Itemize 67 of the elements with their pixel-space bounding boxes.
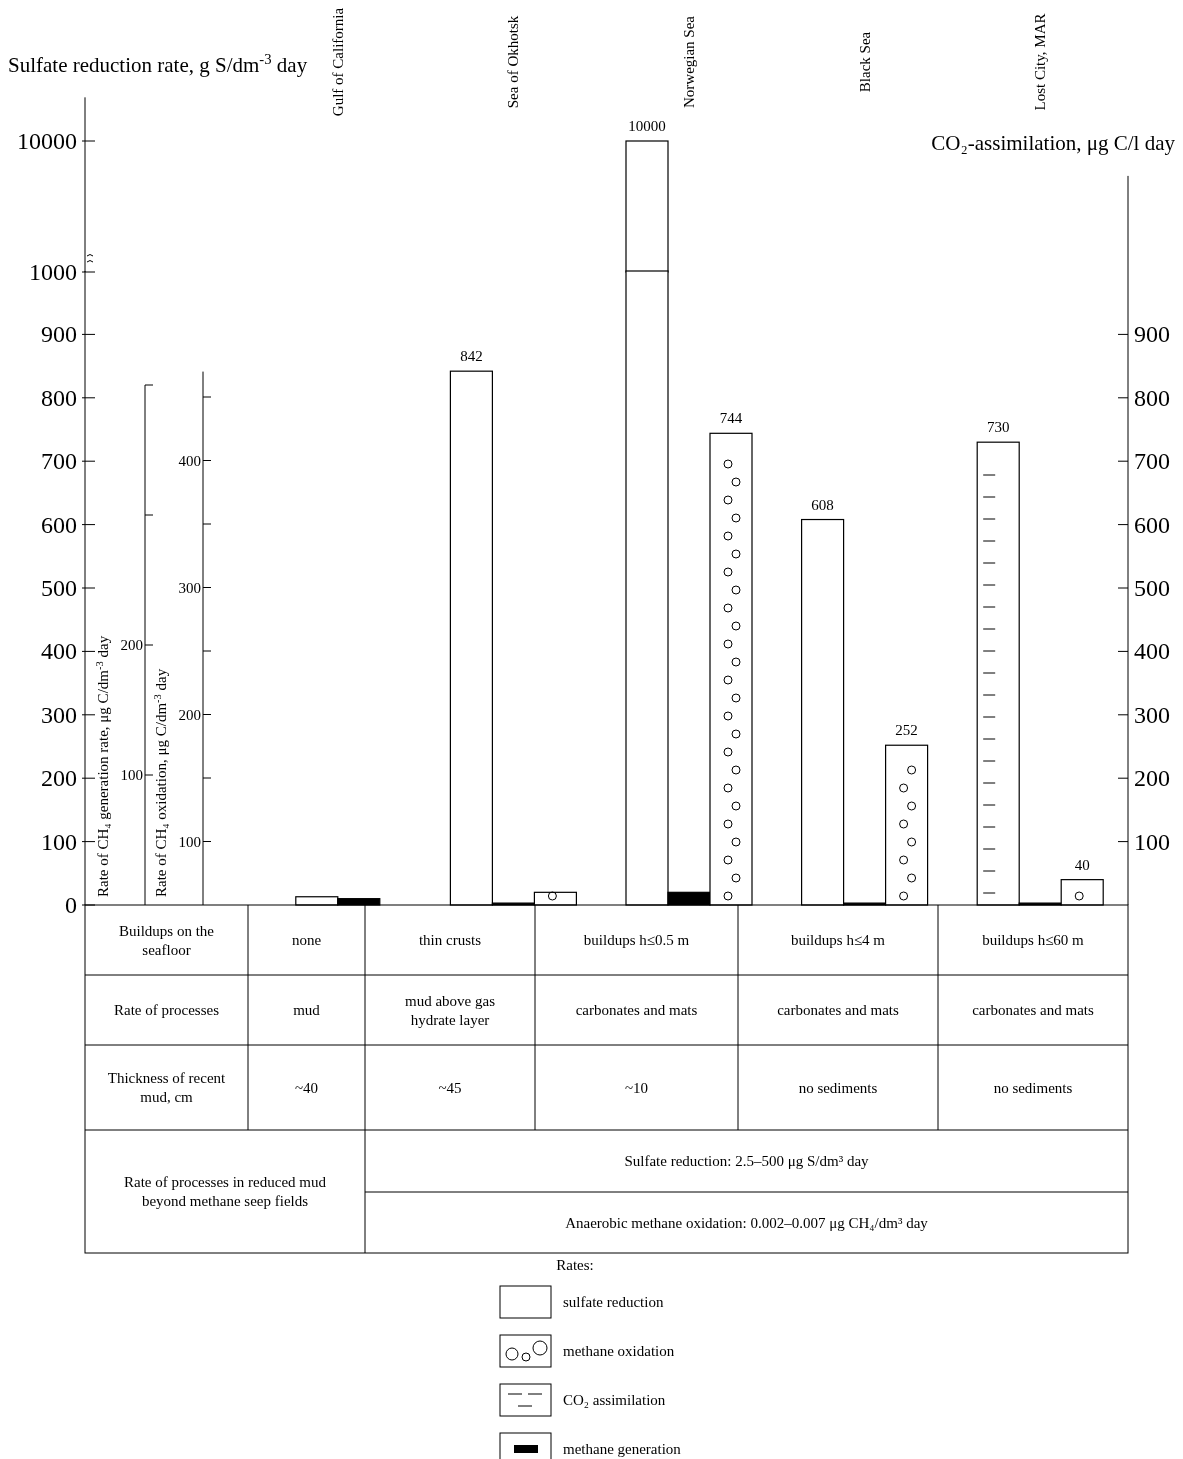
y-axis-title: Sulfate reduction rate, g S/dm$^{-3}$ day [8,51,308,77]
text: Rate of processes [114,1002,220,1018]
text: Thickness of recent mud, cm [107,1070,227,1105]
text: none [291,932,322,948]
data-label: 744 [719,410,743,427]
text: ~45 [438,1079,462,1096]
legend-label: methane oxidation [563,1343,675,1359]
text: buildups h≤60 m [982,932,1085,948]
data-label: 252 [895,722,918,739]
y-tick-label: 400 [41,638,77,665]
data-label: 730 [986,419,1010,436]
y3-tick-label: 200 [178,706,201,723]
y3-tick-label: 100 [178,833,201,850]
x-tick-label: Black Sea [856,31,873,93]
text: buildups h≤0.5 m [583,932,690,948]
y3-tick-label: 400 [178,452,201,469]
text: thin crusts [418,932,482,948]
y-tick-label: 900 [41,321,77,348]
text: mud above gas hydrate layer [405,992,496,1028]
y-tick-label: 500 [41,575,77,601]
data-label: 608 [811,496,834,513]
text: Rate of processes in reduced mud beyond methane seep fields [123,1174,327,1209]
y2-axis-title: CO₂-assimilation, μg C/l day [931,131,1176,155]
text: 200 [120,637,143,653]
y-tick-label: 0 [65,892,77,918]
text: no sediments [993,1079,1073,1096]
x-tick-label: Lost City, MAR [1032,13,1049,111]
y2-tick-label: 900 [1134,321,1170,348]
text: buildups h≤4 m [790,932,886,948]
text: mud [293,1002,321,1018]
x-tick-label: Gulf of California [329,7,346,117]
y2-tick-label: 200 [1134,765,1170,792]
text: ~10 [624,1079,649,1096]
y2-tick-label: 300 [1134,701,1170,728]
y-tick-label: 700 [41,448,77,475]
y2-tick-label: 500 [1134,575,1170,601]
legend-title: Rates: [556,1257,594,1273]
y2-tick-label: 100 [1134,828,1170,855]
text: carbonates and mats [972,1002,1094,1018]
y2-tick-label: 700 [1134,448,1170,475]
text: no sediments [798,1079,878,1096]
data-label: 40 [1074,856,1090,873]
y-tick-label: 800 [41,384,77,411]
y-tick-label: 600 [41,511,77,538]
y2-tick-label: 400 [1134,638,1170,665]
y3-tick-label: 300 [178,579,201,596]
x-tick-label: Sea of Okhotsk [505,15,522,109]
y-tick-label: 300 [41,701,77,728]
y-tick-label: 10000 [17,128,77,154]
y2-tick-label: 600 [1134,511,1170,538]
y-tick-label: 100 [41,828,77,855]
text: Sulfate reduction: 2.5–500 μg S/dm³ day [624,1153,870,1169]
legend-label: CO₂ assimilation [563,1392,666,1408]
data-label: 10000 [628,118,666,134]
y2-tick-label: 800 [1134,384,1170,411]
text: Buildups on the seafloor [118,922,215,958]
data-label: 842 [460,348,483,365]
y-tick-label: 1000 [29,259,77,285]
y-tick-label: 200 [41,765,77,792]
text: carbonates and mats [777,1002,899,1018]
text: carbonates and mats [575,1002,698,1018]
text: Anaerobic methane oxidation: 0.002–0.007 μg CH₄/dm³ day [565,1214,929,1231]
legend-label: methane generation [563,1441,682,1457]
x-tick-label: Norwegian Sea [681,15,697,109]
legend-label: sulfate reduction [563,1294,664,1310]
text: 100 [120,767,143,783]
text: ~40 [294,1079,319,1096]
